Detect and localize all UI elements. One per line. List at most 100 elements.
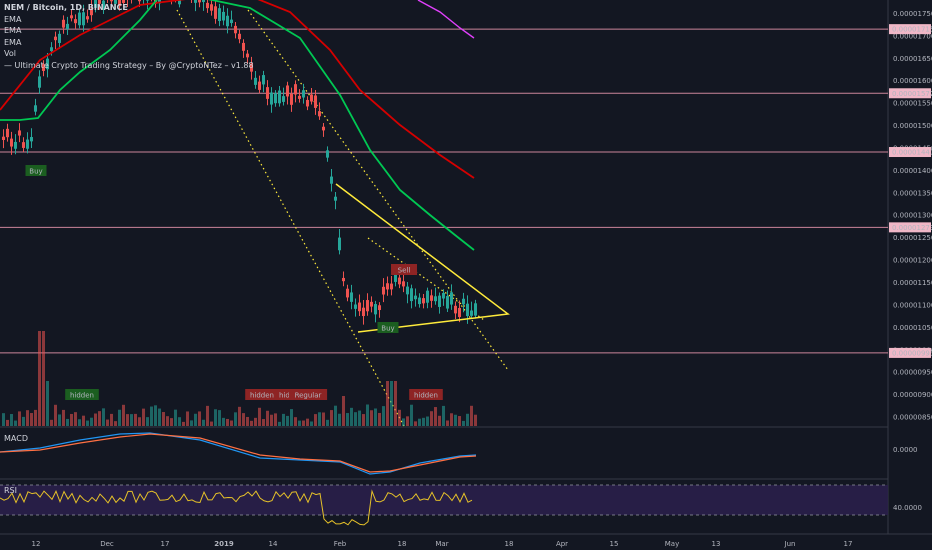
volume-bar [338, 413, 341, 426]
price-tick-label: 0.00000950 [893, 369, 932, 377]
volume-bar [118, 409, 121, 426]
volume-bar [282, 413, 285, 426]
ema-fast-line [0, 0, 475, 251]
volume-bar [210, 421, 213, 426]
volume-bar [10, 414, 13, 426]
price-tick-label: 0.00001300 [893, 212, 932, 220]
volume-bar [442, 405, 445, 426]
volume-bar [398, 409, 401, 426]
volume-bar [426, 416, 429, 426]
macd-line [0, 432, 477, 475]
signal-tag-sell [391, 264, 417, 275]
candle-body [46, 58, 49, 70]
signal-label: Sell [398, 267, 411, 275]
volume-bar [298, 420, 301, 426]
candle-body [210, 4, 213, 11]
divergence-label: hidden [250, 392, 274, 400]
volume-bar [446, 420, 449, 426]
ema-mid-line [0, 0, 475, 179]
candle-body [222, 11, 225, 21]
volume-bar [22, 416, 25, 426]
volume-bar [42, 331, 45, 426]
volume-bar [182, 421, 185, 426]
candle-body [214, 6, 217, 19]
volume-bar [346, 413, 349, 426]
volume-bar [162, 412, 165, 426]
candle-body [294, 84, 297, 95]
price-tick-label: 0.00000900 [893, 391, 932, 399]
volume-bar [290, 409, 293, 426]
candle-body [362, 307, 365, 317]
volume-bar [246, 416, 249, 426]
volume-bar [242, 413, 245, 426]
candle-body [326, 150, 329, 158]
legend-volume[interactable]: Vol [4, 49, 16, 58]
candle-body [58, 33, 61, 43]
price-level-label: 0.00001273 [892, 224, 932, 232]
candle-body [50, 47, 53, 52]
divergence-tag [288, 389, 328, 400]
volume-bar [2, 413, 5, 426]
legend-ema-2[interactable]: EMA [4, 26, 22, 35]
price-level-tag [889, 222, 931, 233]
candle-body [118, 0, 121, 7]
rsi-pane-label[interactable]: RSI [4, 486, 17, 495]
divergence-label: hidden [70, 392, 94, 400]
candle-body [346, 288, 349, 298]
candle-body [230, 19, 233, 24]
price-level-label: 0.00001715 [892, 26, 932, 34]
time-tick-label: 13 [712, 540, 721, 548]
volume-bar [74, 412, 77, 426]
candle-body [422, 298, 425, 304]
candle-body [14, 141, 17, 149]
volume-bar [378, 412, 381, 426]
price-tick-label: 0.00001700 [893, 32, 932, 40]
price-tick-label: 0.00001350 [893, 189, 932, 197]
volume-bar [350, 407, 353, 426]
legend-strategy[interactable]: — Ultimate Crypto Trading Strategy – By … [4, 60, 254, 70]
macd-pane-label[interactable]: MACD [4, 434, 28, 443]
candle-body [458, 307, 461, 318]
candle-body [278, 90, 281, 104]
candle-body [266, 87, 269, 99]
candle-body [274, 93, 277, 104]
candle-body [330, 176, 333, 184]
candle-body [198, 0, 201, 3]
candle-body [218, 8, 221, 22]
candle-body [314, 95, 317, 108]
candle-body [342, 277, 345, 282]
price-tick-label: 0.00001400 [893, 167, 932, 175]
volume-bar [422, 417, 425, 426]
price-level-tag [889, 88, 931, 99]
triangle-pattern [335, 183, 510, 333]
volume-bar [418, 418, 421, 426]
time-tick-label: 15 [610, 540, 619, 548]
price-level-tag [889, 347, 931, 358]
divergence-label: Regular [295, 392, 322, 400]
signal-label: Buy [381, 325, 394, 333]
candle-body [446, 296, 449, 309]
volume-bar [414, 421, 417, 426]
volume-bar [382, 406, 385, 426]
volume-bar [286, 415, 289, 426]
volume-bar [306, 418, 309, 426]
legend-pair[interactable]: NEM / Bitcoin, 1D, BINANCE [4, 3, 128, 12]
volume-bar [142, 408, 145, 426]
legend-ema-1[interactable]: EMA [4, 14, 22, 24]
candle-body [94, 0, 97, 8]
price-tick-label: 0.00001250 [893, 234, 932, 242]
volume-bar [358, 410, 361, 426]
divergence-tag [245, 389, 279, 400]
volume-bar [134, 413, 137, 426]
volume-bar [334, 405, 337, 426]
volume-bar [150, 406, 153, 426]
volume-bar [330, 410, 333, 426]
volume-bar [386, 381, 389, 426]
candle-body [254, 77, 257, 85]
price-level-label: 0.00001572 [892, 90, 932, 98]
legend-ema-3[interactable]: EMA [4, 37, 22, 47]
volume-bar [226, 418, 229, 426]
candle-body [86, 16, 89, 20]
